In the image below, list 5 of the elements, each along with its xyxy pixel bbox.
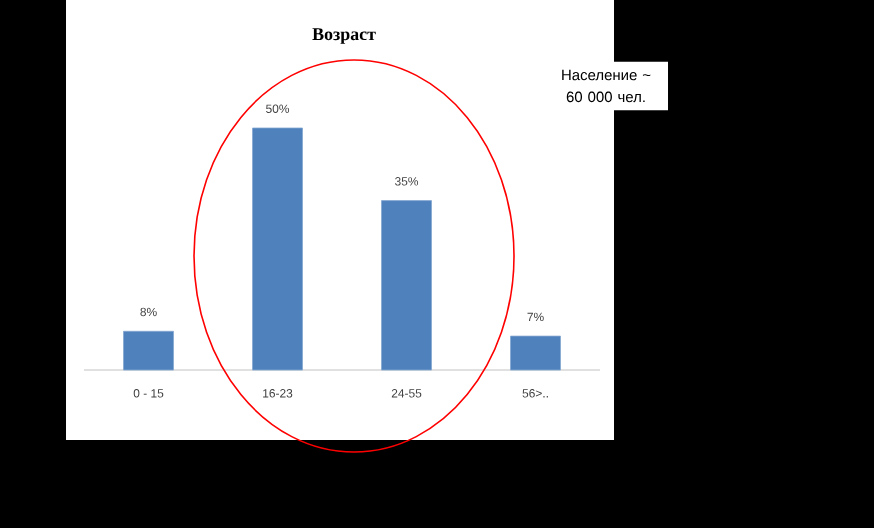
bar (252, 127, 303, 371)
bar (123, 330, 174, 371)
chart-title: Возраст (312, 28, 376, 44)
bar (381, 200, 432, 371)
bar (510, 335, 561, 371)
